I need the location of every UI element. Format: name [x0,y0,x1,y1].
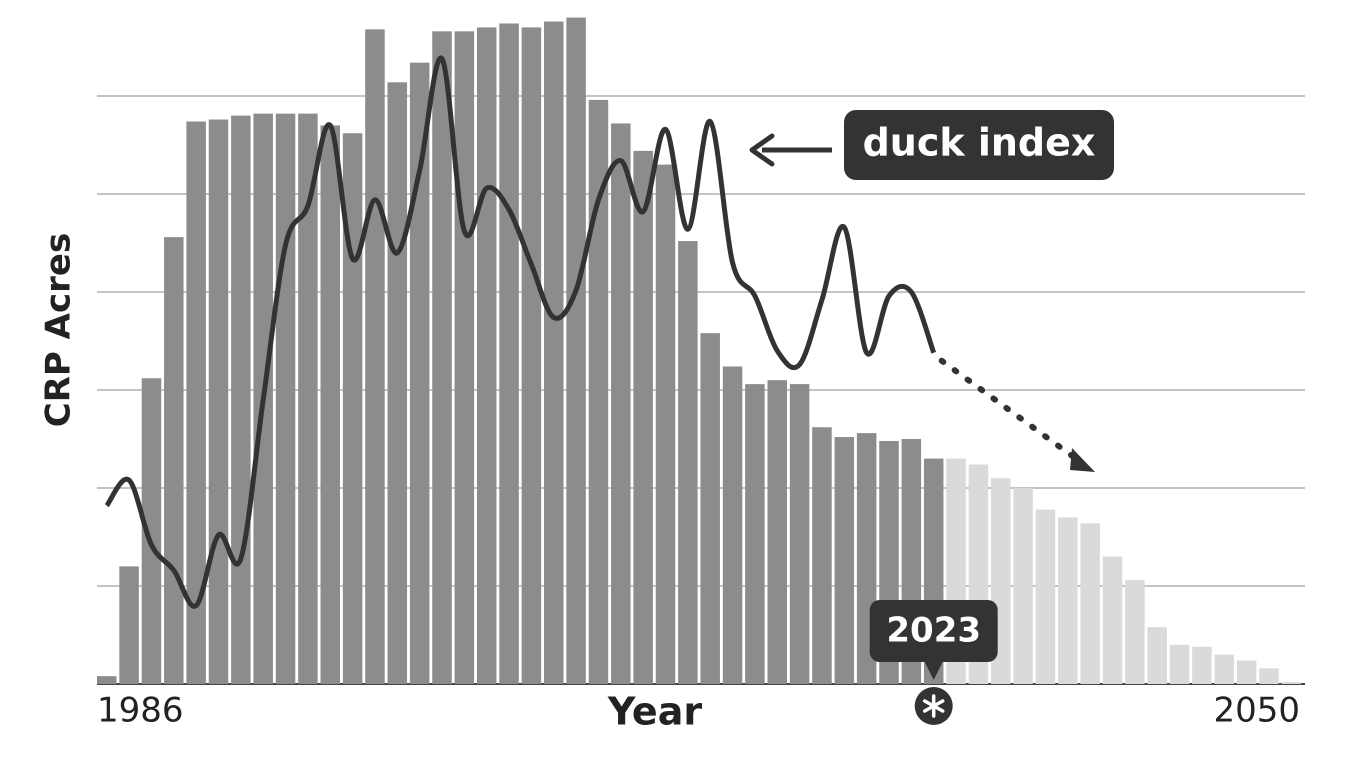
bar [655,164,676,685]
bar [208,119,229,684]
x-axis-title: Year [607,690,702,734]
bar [97,676,117,684]
bar [119,566,139,684]
trend-arrow [938,357,1078,461]
bar [521,27,542,684]
bar [1058,517,1078,684]
bar [812,427,832,684]
bar [544,21,564,684]
bar [387,82,408,684]
bar [767,380,787,684]
bar [499,23,519,685]
bar [745,384,765,684]
y-axis-title: CRP Acres [39,233,79,427]
bar [1035,509,1056,684]
bar [275,113,296,684]
bar [1236,660,1257,684]
arrow-head [1070,448,1095,472]
bar [633,150,653,684]
bar [1080,523,1100,684]
bar [476,27,497,684]
bar [678,241,698,685]
bar [588,99,609,685]
bar [1125,580,1145,684]
bar [834,437,855,684]
bar [432,31,452,684]
bar [186,121,206,685]
x-tick-label: 1986 [97,691,184,731]
duck-index-line [104,55,937,609]
bar [365,29,385,685]
bar [1192,646,1212,684]
label-box [844,110,1114,180]
marker-label: 2023 [886,611,981,651]
bar [298,113,318,684]
bar [789,384,810,684]
bar [409,62,430,685]
bar [342,133,363,685]
bar [231,115,251,685]
bar [454,31,475,684]
bar [141,378,162,684]
marker-tail [923,660,944,680]
bar [1147,627,1167,684]
bar [722,366,743,684]
bar [320,125,340,684]
bar [1214,654,1234,684]
bar [566,17,586,685]
marker-box [869,600,998,662]
bar [1102,556,1123,684]
bar [1169,644,1190,684]
marker-star [922,694,945,718]
line-label: duck index [863,121,1096,165]
bar [611,123,631,684]
bar [700,333,720,684]
bar [1281,682,1302,684]
bar [164,237,184,684]
x-tick-label: 2050 [1213,691,1300,731]
bar [1013,488,1033,684]
bar [1259,668,1279,684]
label-pointer-head [749,133,775,167]
